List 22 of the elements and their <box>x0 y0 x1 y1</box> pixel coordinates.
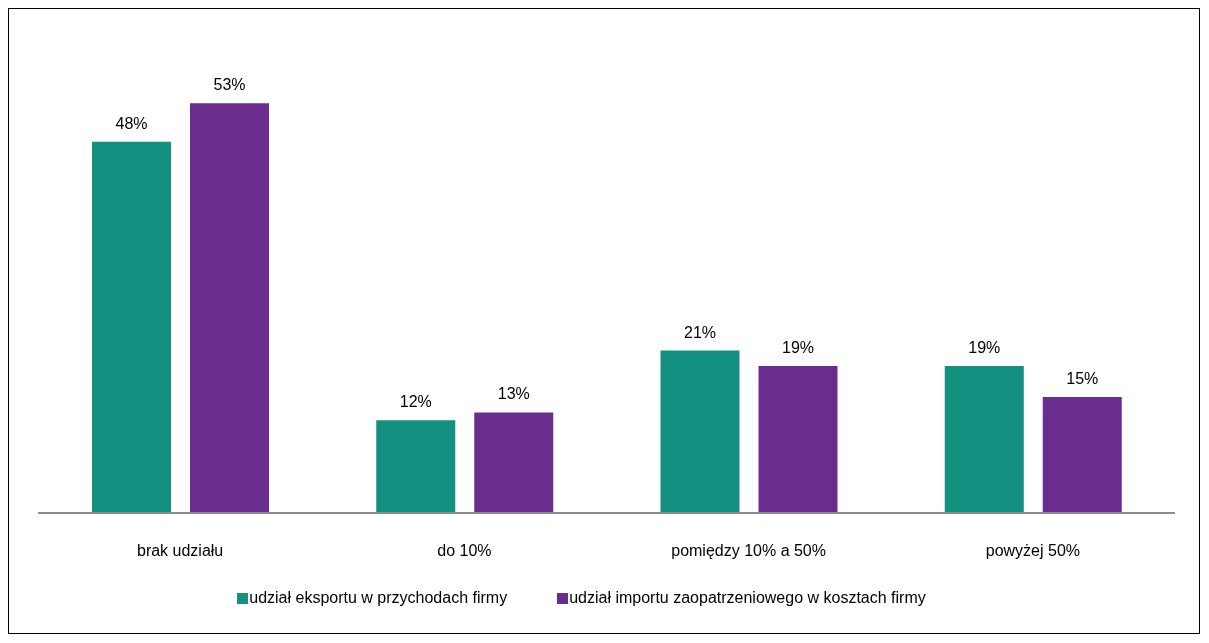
bar <box>944 366 1024 513</box>
bar <box>92 141 172 513</box>
data-label: 15% <box>1066 370 1099 387</box>
data-label: 53% <box>213 76 246 94</box>
legend-label: udział importu zaopatrzeniowego w kosztach firmy <box>569 589 926 606</box>
x-tick-label: do 10% <box>437 542 492 560</box>
data-label: 12% <box>399 393 432 411</box>
data-label: 21% <box>683 323 717 341</box>
bar <box>758 366 838 513</box>
bar <box>376 420 456 513</box>
x-tick-label: brak udziału <box>136 542 224 560</box>
data-label: 13% <box>497 385 530 403</box>
data-label: 19% <box>781 339 815 357</box>
bar <box>474 412 554 513</box>
data-label: 48% <box>115 114 148 132</box>
bar <box>660 350 740 513</box>
legend-label: udział eksportu w przychodach firmy <box>249 589 508 606</box>
bar <box>1042 397 1122 513</box>
x-tick-label: pomiędzy 10% a 50% <box>671 542 827 560</box>
data-label: 19% <box>968 339 1001 357</box>
bar <box>190 103 270 513</box>
x-tick-label: powyżej 50% <box>985 542 1081 560</box>
